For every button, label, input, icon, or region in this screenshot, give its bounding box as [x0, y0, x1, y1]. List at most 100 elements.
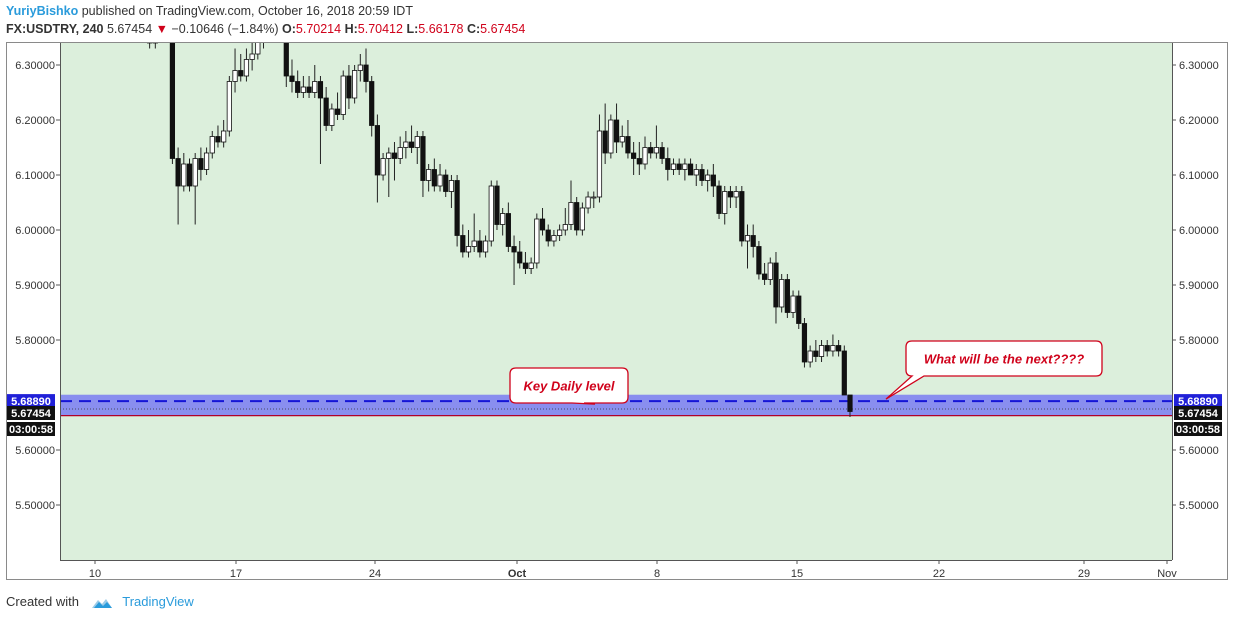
x-tick-label: 22: [933, 568, 945, 580]
x-tick-label: 8: [654, 568, 660, 580]
candle: [693, 169, 699, 176]
candle: [631, 152, 637, 159]
last-price-badge-right-text: 5.67454: [1178, 408, 1219, 420]
author-link[interactable]: YuriyBishko: [6, 4, 79, 18]
x-tick-label: 15: [791, 568, 803, 580]
candle: [733, 191, 739, 198]
candle: [323, 97, 329, 126]
x-tick-label: 10: [89, 568, 101, 580]
high-label: H:: [344, 22, 358, 36]
candle: [500, 213, 506, 225]
candle: [767, 262, 773, 280]
candle: [676, 163, 682, 170]
candle: [796, 295, 802, 324]
candle: [460, 235, 466, 253]
last-price-badge-left-bg: [7, 406, 55, 421]
candle: [408, 141, 415, 148]
candle: [192, 158, 198, 187]
high-value: 5.70412: [357, 22, 403, 36]
candle: [710, 174, 716, 187]
candle: [613, 119, 620, 143]
candle: [579, 207, 585, 231]
candle: [517, 251, 523, 264]
candle: [403, 141, 409, 148]
publish-line: YuriyBishko published on TradingView.com…: [6, 4, 413, 18]
y-tick-label-left: 5.50000: [15, 500, 55, 512]
low-value: 5.66178: [418, 22, 464, 36]
level-price-badge-right-bg: [1174, 394, 1222, 409]
price-chart[interactable]: 6.400006.400006.300006.300006.200006.200…: [7, 43, 1229, 581]
candle: [522, 262, 529, 269]
candle: [226, 81, 232, 132]
candle: [312, 81, 318, 93]
low-label: L:: [406, 22, 419, 36]
candle: [300, 86, 306, 93]
candle: [619, 136, 625, 143]
candle: [203, 152, 210, 170]
candle: [653, 147, 660, 154]
candle: [756, 246, 762, 275]
candle: [801, 323, 808, 363]
y-tick-label-left: 6.20000: [15, 115, 55, 127]
candle: [773, 262, 779, 308]
candle: [289, 75, 295, 82]
candle: [477, 240, 483, 253]
candle: [836, 345, 842, 352]
candle: [380, 158, 386, 176]
y-tick-label-left: 6.30000: [15, 60, 55, 72]
candle: [557, 229, 563, 236]
countdown-badge-left-text: 03:00:58: [9, 424, 53, 436]
level-price-badge-right-text: 5.68890: [1178, 396, 1218, 408]
candle: [437, 174, 443, 187]
publish-info: published on TradingView.com, October 16…: [81, 4, 413, 18]
candle: [169, 43, 176, 159]
y-tick-label-right: 6.20000: [1179, 115, 1219, 127]
candle: [357, 64, 363, 71]
candle: [215, 136, 221, 143]
close-value: 5.67454: [480, 22, 526, 36]
created-with-text: Created with: [6, 594, 79, 609]
candle: [602, 130, 608, 154]
candle: [705, 174, 711, 181]
countdown-badge-left-bg: [7, 422, 55, 437]
candle: [420, 136, 426, 181]
candle: [334, 108, 341, 115]
candle: [363, 64, 369, 82]
candle: [283, 43, 289, 77]
down-arrow-icon: ▼: [155, 22, 169, 36]
footer: Created with TradingView: [6, 594, 194, 610]
candle: [687, 163, 694, 176]
candle: [625, 136, 631, 154]
candle: [642, 147, 648, 165]
candle: [574, 202, 580, 231]
tradingview-logo-icon: [91, 598, 112, 608]
candle: [551, 235, 557, 242]
candle: [317, 81, 324, 99]
symbol-label: FX:USDTRY, 240: [6, 22, 104, 36]
candle: [750, 235, 756, 247]
candle: [744, 235, 751, 242]
candle: [784, 279, 790, 313]
candle: [545, 229, 551, 242]
y-tick-label-right: 6.00000: [1179, 225, 1219, 237]
chart-frame[interactable]: 6.400006.400006.300006.300006.200006.200…: [6, 42, 1228, 580]
candle: [482, 240, 489, 253]
y-tick-label-left: 6.00000: [15, 225, 55, 237]
candle: [562, 224, 568, 231]
candle: [585, 196, 591, 209]
candle: [591, 196, 597, 199]
x-tick-label: Nov: [1157, 568, 1177, 580]
candle: [295, 81, 301, 93]
candle: [761, 273, 768, 280]
x-tick-label: 24: [369, 568, 381, 580]
price-change: −0.10646 (−1.84%): [171, 22, 279, 36]
x-tick-label: Oct: [508, 568, 527, 580]
y-tick-label-left: 5.80000: [15, 335, 55, 347]
tradingview-link[interactable]: TradingView: [122, 594, 194, 609]
candle: [306, 86, 312, 93]
candle: [813, 350, 819, 357]
candle: [841, 350, 847, 396]
y-tick-label-left: 5.90000: [15, 280, 55, 292]
candle: [397, 147, 403, 159]
candle: [790, 295, 796, 313]
